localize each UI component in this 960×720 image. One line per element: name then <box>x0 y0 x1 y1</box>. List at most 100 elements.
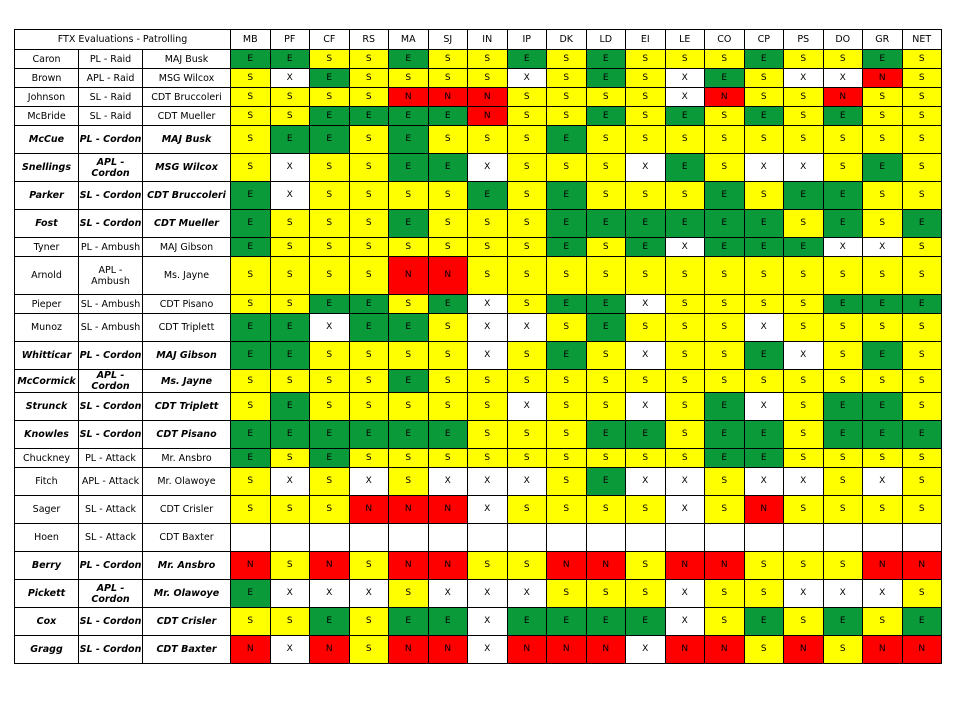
score-cell-co: S <box>704 49 745 69</box>
score-cell-gr: X <box>862 237 903 257</box>
table-row: Pieper SL - Ambush CDT Pisano S S E E S E X S E E X S S… <box>14 294 942 314</box>
cadet-name-cell: Pickett <box>14 579 79 608</box>
score-cell-gr: E <box>862 392 903 421</box>
score-cell-co: E <box>704 68 745 88</box>
score-cell-rs: S <box>348 237 389 257</box>
score-cell-co: E <box>704 420 745 449</box>
score-cell-do: S <box>822 125 863 154</box>
score-cell-co: E <box>704 209 745 238</box>
score-cell-gr: S <box>862 495 903 524</box>
score-cell-net: S <box>901 87 942 107</box>
score-cell-ei: S <box>625 448 666 468</box>
score-cell-net: S <box>901 68 942 88</box>
score-cell-net: S <box>901 256 942 295</box>
score-cell-in: X <box>467 467 508 496</box>
score-cell-gr: X <box>862 579 903 608</box>
evaluator-cell: CDT Crisler <box>142 495 231 524</box>
score-cell-ip: E <box>506 607 547 636</box>
score-cell-le: S <box>664 341 705 370</box>
score-cell-ma: S <box>388 467 429 496</box>
score-cell-ma: E <box>388 369 429 393</box>
column-header-ps: PS <box>783 29 824 50</box>
cadet-name-cell: Pieper <box>14 294 79 314</box>
score-cell-cf: S <box>309 341 350 370</box>
score-cell-ld: S <box>585 495 626 524</box>
score-cell-net: S <box>901 495 942 524</box>
score-cell-rs: S <box>348 125 389 154</box>
score-cell-dk: S <box>546 68 587 88</box>
score-cell-sj: S <box>427 341 468 370</box>
score-cell-pf <box>269 523 310 552</box>
score-cell-do: S <box>822 153 863 182</box>
score-cell-dk: E <box>546 341 587 370</box>
role-cell: SL - Ambush <box>78 294 143 314</box>
score-cell-rs: E <box>348 106 389 126</box>
score-cell-sj: S <box>427 369 468 393</box>
score-cell-net: S <box>901 341 942 370</box>
score-cell-pf: S <box>269 369 310 393</box>
score-cell-pf: X <box>269 467 310 496</box>
cadet-name-cell: Sager <box>14 495 79 524</box>
cadet-name-cell: Arnold <box>14 256 79 295</box>
score-cell-le <box>664 523 705 552</box>
score-cell-gr: S <box>862 106 903 126</box>
score-cell-ip: S <box>506 341 547 370</box>
score-cell-rs: S <box>348 256 389 295</box>
score-cell-cp: S <box>743 369 784 393</box>
cadet-name-cell: Snellings <box>14 153 79 182</box>
role-cell: SL - Cordon <box>78 420 143 449</box>
score-cell-le: X <box>664 467 705 496</box>
score-cell-cp: N <box>743 495 784 524</box>
table-row: Johnson SL - Raid CDT Bruccoleri S S S S N N N S S S… <box>14 87 942 107</box>
score-cell-do: S <box>822 369 863 393</box>
score-cell-cp: E <box>743 448 784 468</box>
score-cell-le: N <box>664 551 705 580</box>
score-cell-ps: S <box>783 495 824 524</box>
score-cell-cp: E <box>743 237 784 257</box>
score-cell-ld: E <box>585 313 626 342</box>
score-cell-gr: S <box>862 209 903 238</box>
score-cell-dk: S <box>546 256 587 295</box>
score-cell-cf: S <box>309 181 350 210</box>
score-cell-ma: E <box>388 420 429 449</box>
score-cell-le: E <box>664 106 705 126</box>
score-cell-ld: E <box>585 106 626 126</box>
cadet-name-cell: Fitch <box>14 467 79 496</box>
table-row: Caron PL - Raid MAJ Busk E E S S E S S E S E S S S E S S E S <box>14 49 942 69</box>
role-cell: SL - Cordon <box>78 209 143 238</box>
score-cell-le: N <box>664 635 705 664</box>
score-cell-ip: S <box>506 237 547 257</box>
score-cell-ld: E <box>585 607 626 636</box>
role-cell: PL - Attack <box>78 448 143 468</box>
score-cell-sj: S <box>427 313 468 342</box>
evaluator-cell: CDT Bruccoleri <box>142 181 231 210</box>
score-cell-le: S <box>664 313 705 342</box>
score-cell-sj: S <box>427 125 468 154</box>
score-cell-ei: S <box>625 369 666 393</box>
score-cell-gr <box>862 523 903 552</box>
score-cell-gr: S <box>862 181 903 210</box>
score-cell-net: S <box>901 467 942 496</box>
evaluator-cell: MAJ Busk <box>142 125 231 154</box>
score-cell-gr: N <box>862 635 903 664</box>
score-cell-sj: S <box>427 392 468 421</box>
score-cell-ei: X <box>625 392 666 421</box>
score-cell-ps: S <box>783 448 824 468</box>
score-cell-net: S <box>901 392 942 421</box>
score-cell-pf: E <box>269 125 310 154</box>
score-cell-rs: S <box>348 68 389 88</box>
score-cell-ld: S <box>585 153 626 182</box>
score-cell-ma: E <box>388 313 429 342</box>
evaluator-cell: Mr. Olawoye <box>142 467 231 496</box>
score-cell-net: S <box>901 125 942 154</box>
score-cell-ip: X <box>506 392 547 421</box>
score-cell-ps: X <box>783 68 824 88</box>
score-cell-sj: E <box>427 294 468 314</box>
score-cell-mb: S <box>230 467 271 496</box>
score-cell-ip: X <box>506 313 547 342</box>
score-cell-in: S <box>467 125 508 154</box>
score-cell-do: E <box>822 294 863 314</box>
table-row: Cox SL - Cordon CDT Crisler S S E S E E X E E E E X S E S… <box>14 607 942 636</box>
score-cell-cf: E <box>309 294 350 314</box>
score-cell-rs: S <box>348 635 389 664</box>
